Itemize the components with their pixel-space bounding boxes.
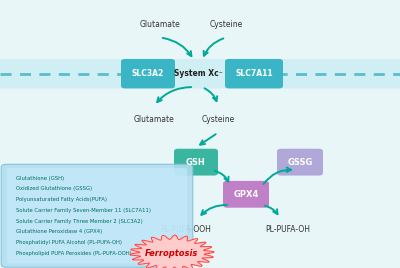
FancyBboxPatch shape [7,168,187,263]
FancyBboxPatch shape [225,59,283,88]
Text: System Xc⁻: System Xc⁻ [174,69,222,78]
FancyBboxPatch shape [223,181,269,208]
Text: SLC7A11: SLC7A11 [235,69,273,78]
Text: Polyunsaturated Fatty Acids(PUFA): Polyunsaturated Fatty Acids(PUFA) [16,197,107,202]
Text: Glutamate: Glutamate [140,20,180,29]
FancyBboxPatch shape [0,59,400,88]
Text: PL-PUFA-OH: PL-PUFA-OH [266,225,310,234]
Text: Ferroptosis: Ferroptosis [145,249,199,258]
Text: Cysteine: Cysteine [201,115,235,124]
Text: SLC3A2: SLC3A2 [132,69,164,78]
FancyBboxPatch shape [121,59,175,88]
FancyBboxPatch shape [1,164,193,267]
FancyBboxPatch shape [277,149,323,176]
Text: Phospholipid PUFA Peroxides (PL-PUFA-OOH): Phospholipid PUFA Peroxides (PL-PUFA-OOH… [16,251,132,256]
Text: Phosphatidyl PUFA Alcohol (PL-PUFA-OH): Phosphatidyl PUFA Alcohol (PL-PUFA-OH) [16,240,122,245]
Text: Cysteine: Cysteine [209,20,243,29]
Text: Glutathione (GSH): Glutathione (GSH) [16,176,64,181]
Text: GSH: GSH [186,158,206,167]
Text: Oxidized Glutathione (GSSG): Oxidized Glutathione (GSSG) [16,187,92,191]
Text: Glutamate: Glutamate [134,115,174,124]
Text: PL-PUFA-OOH: PL-PUFA-OOH [160,225,212,234]
Polygon shape [130,235,214,268]
FancyBboxPatch shape [174,149,218,176]
Text: Glutathione Peroxidase 4 (GPX4): Glutathione Peroxidase 4 (GPX4) [16,229,102,234]
Text: GSSG: GSSG [287,158,313,167]
Text: GPX4: GPX4 [233,190,259,199]
Text: Solute Carrier Family Seven-Member 11 (SLC7A11): Solute Carrier Family Seven-Member 11 (S… [16,208,151,213]
Text: Solute Carrier Family Three Member 2 (SLC3A2): Solute Carrier Family Three Member 2 (SL… [16,219,143,224]
